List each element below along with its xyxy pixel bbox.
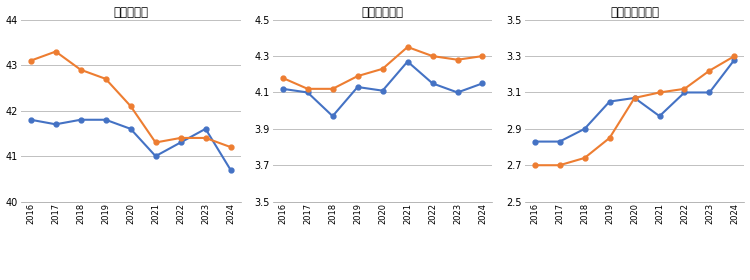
公務 (478, 82, 487, 85)
Line: 民間: 民間 (532, 54, 737, 168)
公務 (126, 127, 135, 130)
民間 (453, 58, 462, 61)
公務 (201, 127, 210, 130)
公務 (403, 60, 412, 63)
民間 (378, 67, 387, 71)
民間 (530, 164, 539, 167)
公務 (605, 100, 614, 103)
民間 (151, 141, 160, 144)
民間 (76, 68, 86, 71)
公務 (655, 115, 664, 118)
民間 (630, 96, 639, 100)
公務 (680, 91, 689, 94)
公務 (151, 155, 160, 158)
公務 (303, 91, 312, 94)
公務 (730, 58, 739, 61)
公務 (530, 140, 539, 143)
Line: 民間: 民間 (28, 49, 233, 150)
Legend: 公務, 民間: 公務, 民間 (591, 276, 678, 280)
Line: 公務: 公務 (532, 57, 737, 144)
民間 (278, 76, 287, 80)
公務 (101, 118, 110, 122)
民間 (655, 91, 664, 94)
民間 (580, 156, 589, 160)
Line: 民間: 民間 (280, 45, 485, 91)
Line: 公務: 公務 (28, 117, 233, 172)
民間 (226, 145, 235, 149)
Legend: 公務, 民間: 公務, 民間 (87, 276, 174, 280)
公務 (51, 123, 60, 126)
公務 (353, 85, 362, 89)
Title: 有給休暇取得率: 有給休暇取得率 (610, 6, 659, 18)
公務 (630, 96, 639, 100)
公務 (555, 140, 564, 143)
民間 (201, 136, 210, 140)
民間 (353, 74, 362, 78)
民間 (478, 54, 487, 58)
Line: 公務: 公務 (280, 59, 485, 118)
民間 (176, 136, 185, 140)
公務 (705, 91, 714, 94)
民間 (303, 87, 312, 90)
民間 (680, 87, 689, 90)
民間 (403, 45, 412, 49)
民間 (26, 59, 35, 62)
民間 (555, 164, 564, 167)
民間 (51, 50, 60, 53)
民間 (605, 136, 614, 140)
民間 (126, 104, 135, 108)
民間 (705, 69, 714, 72)
公務 (76, 118, 86, 122)
公務 (26, 118, 35, 122)
公務 (428, 82, 437, 85)
Legend: 公務, 民間: 公務, 民間 (339, 276, 426, 280)
公務 (176, 141, 185, 144)
民間 (328, 87, 337, 90)
Title: 週労働時間: 週労働時間 (113, 6, 148, 18)
公務 (226, 168, 235, 171)
民間 (428, 54, 437, 58)
公務 (378, 89, 387, 92)
民間 (730, 54, 739, 58)
公務 (580, 127, 589, 130)
民間 (101, 77, 110, 81)
公務 (453, 91, 462, 94)
公務 (328, 115, 337, 118)
Title: 休暇取得状況: 休暇取得状況 (362, 6, 404, 18)
公務 (278, 87, 287, 90)
